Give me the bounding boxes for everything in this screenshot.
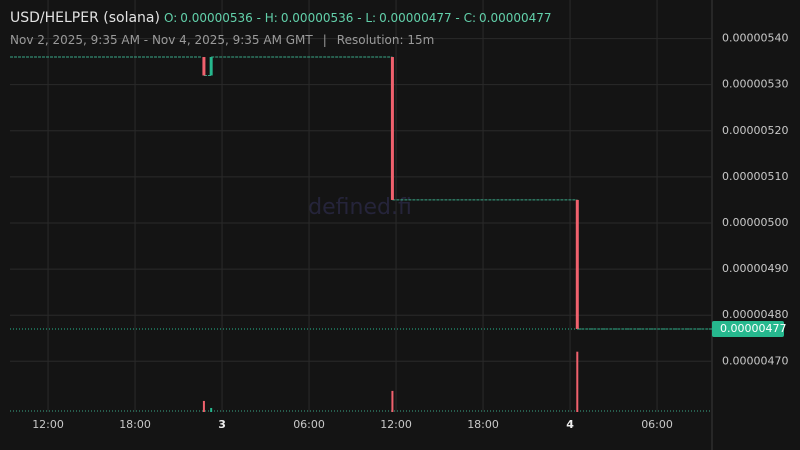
volume-bar [202, 400, 205, 412]
ohlc-label: H: [264, 11, 278, 25]
x-tick-label: 18:00 [119, 418, 151, 431]
candle-body [575, 199, 579, 330]
y-tick-label: 0.00000530 [722, 78, 788, 91]
separator: | [322, 33, 327, 47]
ohlc-value: 0.00000477 [479, 11, 552, 25]
y-tick-label: 0.00000470 [722, 354, 788, 367]
y-tick-label: 0.00000540 [722, 32, 788, 45]
x-tick-label: 12:00 [32, 418, 64, 431]
y-tick-label: 0.00000520 [722, 124, 788, 137]
y-tick-label: 0.00000510 [722, 170, 788, 183]
x-tick-label: 4 [566, 418, 574, 431]
last-price-label: 0.00000477 [720, 322, 786, 335]
header: USD/HELPER (solana) O: 0.00000536 - H: 0.00… [10, 10, 552, 26]
x-tick-label: 06:00 [641, 418, 673, 431]
y-tick-label: 0.00000500 [722, 216, 788, 229]
volume-bar [210, 407, 213, 412]
volume-bar [391, 390, 394, 412]
resolution: Resolution: 15m [336, 33, 435, 47]
ohlc-separator: - [451, 11, 464, 25]
y-tick-label: 0.00000480 [722, 308, 788, 321]
title: USD/HELPER (solana) [10, 10, 160, 26]
ohlc-label: C: [463, 11, 476, 25]
ohlc-label: O: [163, 11, 178, 25]
candle-body [209, 57, 213, 76]
ohlc-value: 0.00000536 [180, 11, 253, 25]
volume-bar [576, 351, 579, 412]
x-tick-label: 3 [218, 418, 226, 431]
x-tick-label: 12:00 [380, 418, 412, 431]
last-price-box [712, 321, 784, 338]
subtitle: Nov 2, 2025, 9:35 AM - Nov 4, 2025, 9:35… [10, 33, 313, 47]
ohlc-separator: - [353, 11, 366, 25]
ohlc-separator: - [252, 11, 265, 25]
ohlc-label: L: [365, 11, 377, 25]
x-tick-label: 18:00 [467, 418, 499, 431]
x-tick-label: 06:00 [293, 418, 325, 431]
watermark: defined.fi [308, 195, 412, 220]
candle-body [390, 57, 394, 200]
candle-body [202, 57, 206, 76]
ohlc-value: 0.00000536 [280, 11, 354, 25]
ohlc-value: 0.00000477 [379, 11, 452, 25]
y-tick-label: 0.00000490 [722, 262, 788, 275]
subheader: Nov 2, 2025, 9:35 AM - Nov 4, 2025, 9:35… [10, 33, 434, 47]
